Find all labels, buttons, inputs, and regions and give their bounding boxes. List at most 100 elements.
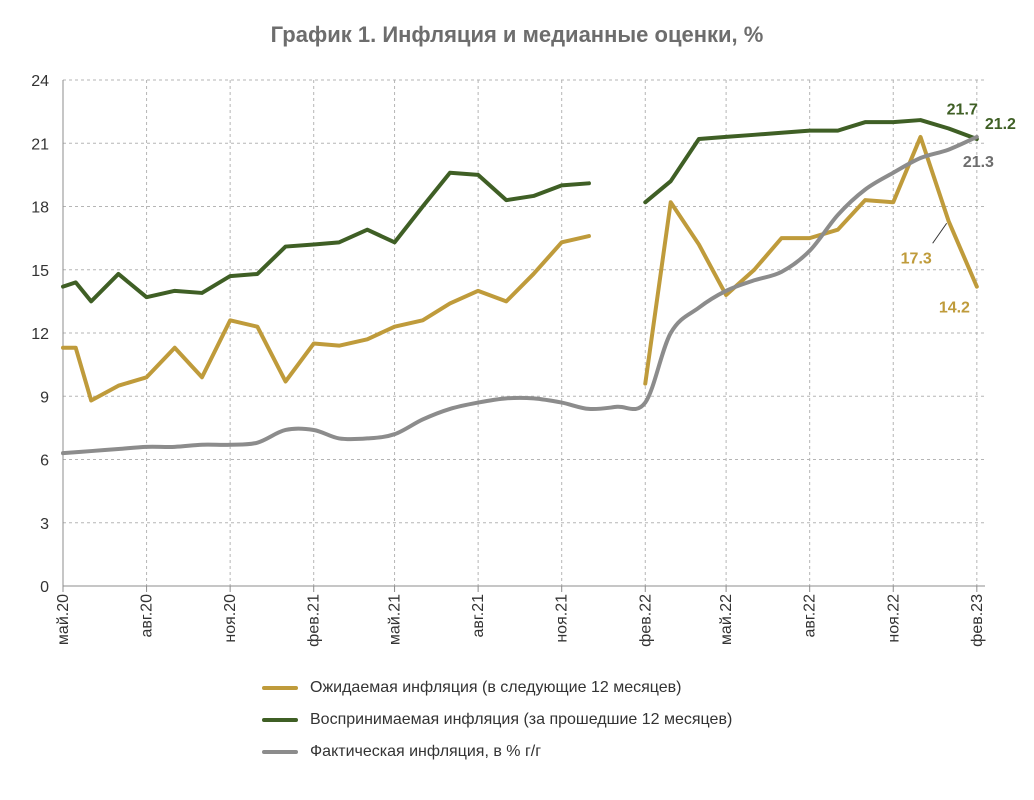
data-point-actual	[891, 171, 895, 175]
legend-swatch-expected	[262, 686, 298, 690]
data-point-actual	[421, 417, 425, 421]
legend-item-expected: Ожидаемая инфляция (в следующие 12 месяц…	[262, 672, 732, 704]
data-point-actual	[669, 331, 673, 335]
data-point-actual	[393, 432, 397, 436]
data-point-actual	[808, 249, 812, 253]
data-point-actual	[476, 401, 480, 405]
data-point-perceived	[643, 200, 647, 204]
x-tick-label: ноя.22	[885, 594, 902, 643]
data-point-perceived	[421, 205, 425, 209]
data-point-perceived	[173, 289, 177, 293]
data-point-actual	[587, 407, 591, 411]
series-line-perceived	[61, 170, 591, 304]
data-point-perceived	[61, 285, 65, 289]
data-point-expected	[145, 375, 149, 379]
data-point-perceived	[393, 240, 397, 244]
data-point-perceived	[836, 129, 840, 133]
x-tick-label: май.21	[387, 594, 404, 645]
x-tick-label: май.20	[55, 594, 72, 645]
data-point-expected	[448, 301, 452, 305]
data-point-actual	[173, 445, 177, 449]
data-point-perceived	[504, 198, 508, 202]
chart-title: График 1. Инфляция и медианные оценки, %	[270, 22, 764, 47]
data-point-expected	[808, 236, 812, 240]
legend-swatch-actual	[262, 750, 298, 754]
value-label: 14.2	[939, 300, 970, 317]
data-point-perceived	[808, 129, 812, 133]
data-point-expected	[255, 325, 259, 329]
legend-swatch-perceived	[262, 718, 298, 722]
value-label: 21.7	[947, 101, 978, 118]
legend-item-perceived: Воспринимаемая инфляция (за прошедшие 12…	[262, 704, 732, 736]
data-point-perceived	[255, 272, 259, 276]
data-point-actual	[200, 443, 204, 447]
data-point-perceived	[74, 280, 78, 284]
data-point-perceived	[200, 291, 204, 295]
data-point-perceived	[448, 171, 452, 175]
y-tick-label: 6	[40, 453, 49, 470]
data-point-perceived	[476, 173, 480, 177]
legend-item-actual: Фактическая инфляция, в % г/г	[262, 736, 732, 768]
data-point-perceived	[947, 126, 951, 130]
legend-label-actual: Фактическая инфляция, в % г/г	[310, 743, 542, 760]
y-tick-label: 24	[31, 73, 49, 90]
x-tick-label: авг.21	[470, 594, 487, 638]
data-point-perceived	[891, 120, 895, 124]
data-point-expected	[284, 379, 288, 383]
data-point-actual	[337, 436, 341, 440]
x-tick-label: ноя.21	[554, 594, 571, 643]
data-point-expected	[697, 242, 701, 246]
data-point-expected	[919, 135, 923, 139]
y-tick-label: 9	[40, 389, 49, 406]
data-point-expected	[393, 325, 397, 329]
data-point-expected	[337, 344, 341, 348]
x-tick-label: фев.22	[637, 594, 654, 647]
data-point-expected	[173, 346, 177, 350]
data-point-actual	[780, 270, 784, 274]
data-point-actual	[228, 443, 232, 447]
x-tick-label: фев.21	[306, 594, 323, 647]
data-point-expected	[504, 299, 508, 303]
data-point-expected	[669, 200, 673, 204]
data-point-expected	[863, 198, 867, 202]
data-point-perceived	[724, 135, 728, 139]
data-point-actual	[504, 396, 508, 400]
data-point-expected	[532, 272, 536, 276]
data-point-actual	[255, 441, 259, 445]
data-point-perceived	[284, 245, 288, 249]
data-point-expected	[780, 236, 784, 240]
data-point-perceived	[89, 299, 93, 303]
data-point-actual	[643, 401, 647, 405]
data-point-actual	[975, 135, 979, 139]
data-point-actual	[532, 396, 536, 400]
data-point-expected	[643, 382, 647, 386]
legend: Ожидаемая инфляция (в следующие 12 месяц…	[262, 672, 732, 768]
data-point-actual	[724, 289, 728, 293]
series-line-expected	[61, 234, 591, 403]
data-point-actual	[697, 306, 701, 310]
data-point-expected	[61, 346, 65, 350]
data-point-expected	[421, 318, 425, 322]
series-line-actual	[61, 134, 979, 456]
value-label: 21.2	[985, 116, 1016, 133]
data-point-actual	[836, 213, 840, 217]
y-tick-label: 0	[40, 579, 49, 596]
y-tick-label: 21	[31, 136, 49, 153]
data-point-expected	[476, 289, 480, 293]
series-line-expected	[643, 134, 979, 386]
value-label-leader	[932, 222, 948, 244]
data-point-actual	[61, 451, 65, 455]
data-point-perceived	[669, 179, 673, 183]
data-point-expected	[116, 384, 120, 388]
data-point-actual	[752, 278, 756, 282]
data-point-perceived	[560, 183, 564, 187]
data-point-perceived	[145, 295, 149, 299]
y-tick-label: 18	[31, 200, 49, 217]
y-tick-label: 15	[31, 263, 49, 280]
series-line-perceived	[643, 118, 979, 205]
data-point-actual	[863, 188, 867, 192]
x-tick-label: авг.22	[802, 594, 819, 638]
data-point-perceived	[116, 272, 120, 276]
